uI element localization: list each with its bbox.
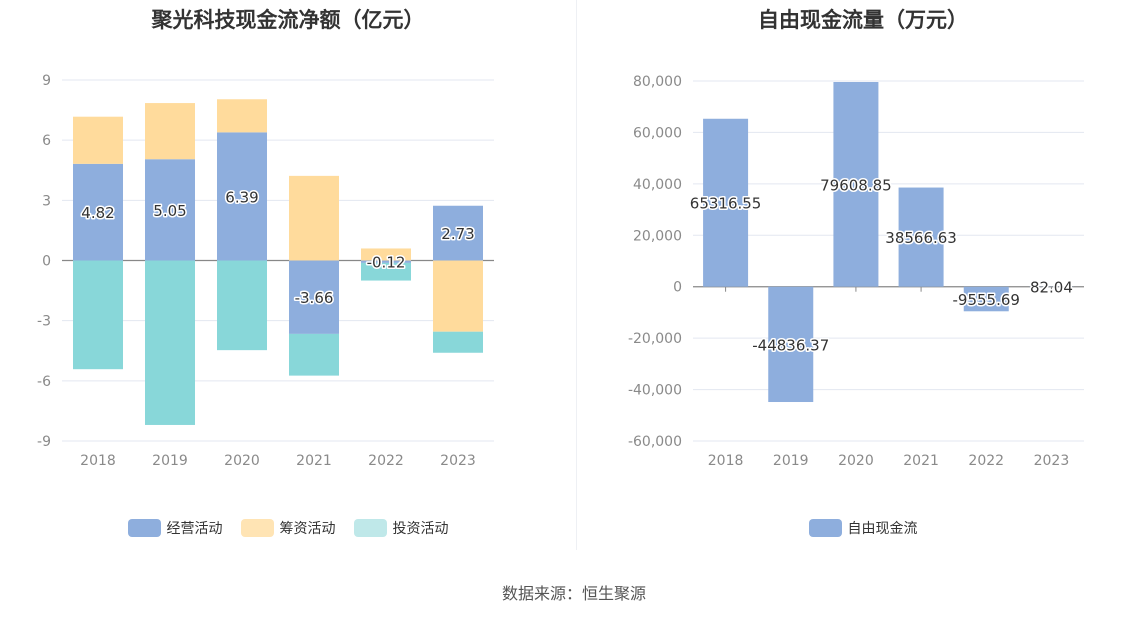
- bar-segment: [361, 248, 411, 261]
- chart-title: 聚光科技现金流净额（亿元）: [151, 8, 425, 32]
- data-label: 38566.63: [885, 229, 957, 247]
- bar-segment: [217, 260, 267, 351]
- x-tick-label: 2021: [296, 453, 332, 469]
- bar-segment: [361, 262, 411, 281]
- legend-item-financing[interactable]: 筹资活动: [240, 518, 336, 538]
- bar-segment: [217, 132, 267, 261]
- y-tick-label: 40,000: [633, 177, 682, 193]
- y-tick-label: -40,000: [628, 383, 682, 399]
- y-tick-label: -3: [37, 314, 51, 330]
- legend-swatch: [127, 519, 161, 537]
- x-tick-label: 2018: [80, 453, 116, 469]
- x-tick-label: 2021: [903, 453, 939, 469]
- bar-segment: [361, 260, 411, 263]
- legend-swatch: [353, 519, 387, 537]
- x-tick-label: 2022: [368, 453, 404, 469]
- bar-segment: [289, 260, 339, 334]
- bar-segment: [145, 103, 195, 160]
- free-cash-flow-plot: 80,000 60,000 40,000 20,000 0 -20,000 -40,000 -…: [628, 74, 1084, 469]
- bar-segment: [289, 333, 339, 376]
- legend-label: 筹资活动: [279, 521, 336, 537]
- data-label: 6.39: [225, 188, 258, 206]
- y-tick-label: 0: [673, 280, 682, 296]
- bar-segment: [289, 175, 339, 261]
- legend: 经营活动 筹资活动 投资活动: [0, 518, 576, 538]
- data-label: 4.82: [81, 204, 114, 222]
- bar-segment: [433, 331, 483, 353]
- free-cash-flow-chart: 自由现金流量（万元） 80,000 60,000 40,000 20,000 0 -20,…: [578, 0, 1148, 550]
- data-label: -9555.69: [953, 291, 1020, 309]
- x-tick-label: 2019: [773, 453, 809, 469]
- y-tick-label: 9: [42, 73, 51, 89]
- y-tick-label: 20,000: [633, 228, 682, 244]
- y-tick-label: 3: [42, 193, 51, 209]
- bar: [898, 187, 944, 287]
- y-tick-label: 6: [42, 133, 51, 149]
- data-label: 82.04: [1030, 279, 1073, 297]
- legend: 自由现金流: [578, 518, 1148, 538]
- legend-item-operating[interactable]: 经营活动: [127, 518, 223, 538]
- data-label: 5.05: [153, 202, 186, 220]
- data-label: 65316.55: [690, 195, 762, 213]
- bar-segment: [145, 159, 195, 261]
- legend-swatch: [240, 519, 274, 537]
- y-tick-label: 60,000: [633, 125, 682, 141]
- y-tick-label: -6: [37, 374, 51, 390]
- data-label: 79608.85: [820, 176, 892, 194]
- bar: [768, 286, 814, 403]
- y-tick-label: 0: [42, 254, 51, 270]
- legend-label: 投资活动: [392, 521, 449, 537]
- data-label: -44836.37: [752, 336, 829, 354]
- data-label: 2.73: [441, 225, 474, 243]
- bar-segment: [145, 260, 195, 425]
- divider: [576, 0, 577, 550]
- data-source: 数据来源：恒生聚源: [501, 584, 646, 603]
- x-tick-label: 2023: [1034, 453, 1070, 469]
- y-tick-label: -20,000: [628, 331, 682, 347]
- x-tick-label: 2020: [838, 453, 874, 469]
- cash-flow-net-chart: 聚光科技现金流净额（亿元） 9 6 3 0 -3 -6 -9 4.82 2018 5.05 2019…: [0, 0, 576, 550]
- legend-item-investing[interactable]: 投资活动: [353, 518, 449, 538]
- data-label: -0.12: [367, 254, 406, 272]
- y-tick-label: 80,000: [633, 74, 682, 90]
- y-tick-label: -60,000: [628, 434, 682, 450]
- bar-segment: [73, 163, 123, 261]
- bar-segment: [73, 116, 123, 164]
- legend-swatch: [808, 519, 842, 537]
- bar-segment: [433, 205, 483, 261]
- bar-segment: [433, 260, 483, 332]
- legend-item-free-cash-flow[interactable]: 自由现金流: [808, 518, 918, 538]
- legend-label: 经营活动: [166, 521, 223, 537]
- bar-segment: [217, 99, 267, 133]
- cash-flow-net-plot: 9 6 3 0 -3 -6 -9 4.82 2018 5.05 2019 6.39 2020 -3.66 2…: [37, 73, 494, 469]
- x-tick-label: 2018: [708, 453, 744, 469]
- y-tick-label: -9: [37, 434, 51, 450]
- x-tick-label: 2020: [224, 453, 260, 469]
- x-tick-label: 2023: [440, 453, 476, 469]
- bar-segment: [73, 260, 123, 370]
- bar: [963, 286, 1009, 312]
- data-label: -3.66: [295, 289, 334, 307]
- legend-label: 自由现金流: [847, 521, 918, 537]
- x-tick-label: 2022: [968, 453, 1004, 469]
- bar: [833, 82, 879, 287]
- x-tick-label: 2019: [152, 453, 188, 469]
- bar: [703, 118, 749, 287]
- chart-title: 自由现金流量（万元）: [758, 8, 968, 32]
